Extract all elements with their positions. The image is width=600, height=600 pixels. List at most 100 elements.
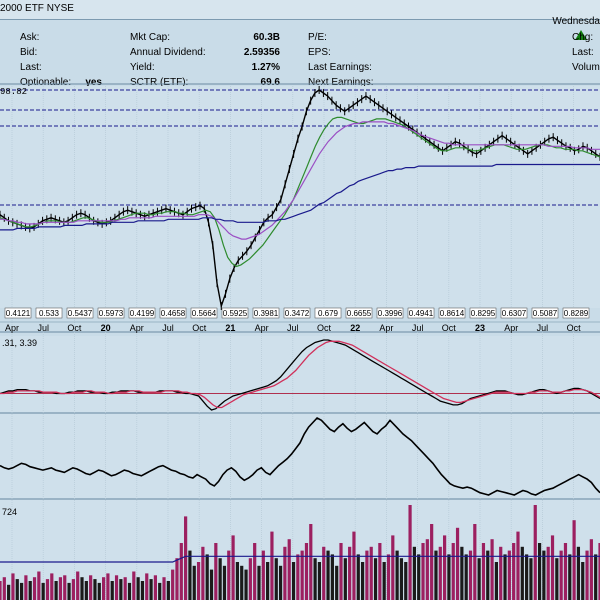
info-label: P/E: <box>308 32 327 43</box>
volume-bar <box>253 543 257 600</box>
volume-bar <box>563 543 568 600</box>
x-tick-label: Jul <box>37 323 49 333</box>
volume-bar <box>274 558 278 600</box>
volume-bar <box>568 554 572 600</box>
x-tick-label: Jul <box>412 323 424 333</box>
volume-bar <box>71 579 75 600</box>
volume-bar <box>32 577 37 600</box>
volume-bar <box>589 539 593 600</box>
volume-bar <box>550 535 555 600</box>
volume-bar <box>490 539 494 600</box>
volume-bar <box>512 543 516 600</box>
volume-bar <box>417 554 421 600</box>
info-label: SCTR (ETF): <box>130 77 189 88</box>
volume-bar <box>291 562 296 600</box>
volume-bar <box>166 581 170 600</box>
volume-bar <box>80 577 84 600</box>
info-row: Yield: 1.27% <box>130 60 280 75</box>
level-label: 98.82 <box>0 87 27 97</box>
info-value: 60.3B <box>253 32 280 43</box>
volume-bar <box>585 550 589 600</box>
dividend-box <box>35 307 63 319</box>
volume-bar <box>149 579 153 600</box>
volume-bar <box>529 558 533 600</box>
volume-bar <box>67 582 71 600</box>
x-tick-label: Oct <box>567 323 582 333</box>
volume-bar <box>581 562 585 600</box>
volume-bar <box>300 550 304 600</box>
volume-bar <box>0 581 2 600</box>
volume-bar <box>145 573 149 600</box>
volume-bar <box>93 579 97 600</box>
volume-bar <box>533 505 537 600</box>
volume-bar <box>179 543 183 600</box>
volume-bar <box>455 527 460 600</box>
volume-bar <box>296 554 300 600</box>
signal-line <box>0 340 600 409</box>
dividend-box <box>469 307 497 319</box>
volume-bar <box>244 569 248 600</box>
volume-bar <box>382 562 386 600</box>
price-line <box>0 89 600 309</box>
dividend-label: 0.5437 <box>68 309 93 318</box>
volume-bar <box>54 581 58 600</box>
volume-bar <box>7 584 11 600</box>
volume-bar <box>101 577 106 600</box>
x-tick-label: Jul <box>162 323 174 333</box>
volume-bar <box>443 535 447 600</box>
x-tick-label: 20 <box>101 323 111 333</box>
info-value: 69.6 <box>260 77 280 88</box>
dividend-box <box>376 307 404 319</box>
volume-bar <box>140 581 145 600</box>
x-tick-label: Oct <box>67 323 82 333</box>
info-label: Bid: <box>20 47 38 58</box>
dividend-label: 0.5973 <box>99 309 124 318</box>
info-row: Ask: <box>20 30 102 45</box>
dividend-box <box>438 307 466 319</box>
volume-bar <box>196 562 201 600</box>
volume-bar <box>89 575 93 600</box>
volume-bar <box>235 562 240 600</box>
x-tick-label: Apr <box>255 323 269 333</box>
volume-bar <box>386 554 391 600</box>
volume-bar <box>594 554 598 600</box>
volume-bar <box>257 565 261 600</box>
volume-bar <box>520 546 524 600</box>
volume-bar <box>468 550 473 600</box>
info-label: Mkt Cap: <box>130 32 171 43</box>
info-label: Annual Dividend: <box>130 47 206 58</box>
dividend-box <box>252 307 280 319</box>
volume-bar <box>188 550 192 600</box>
volume-bar <box>283 546 287 600</box>
info-row: Volum <box>572 60 600 75</box>
chart-title: 2000 ETF NYSE <box>0 3 74 14</box>
volume-bar <box>473 524 477 600</box>
info-label: EPS: <box>308 47 331 58</box>
info-row: Annual Dividend: 2.59356 <box>130 45 280 60</box>
volume-bar <box>537 543 542 600</box>
volume-bar <box>430 524 434 600</box>
x-tick-label: Apr <box>504 323 518 333</box>
dividend-label: 0.3996 <box>378 309 403 318</box>
volume-bar <box>438 546 442 600</box>
macd-label: .31, 3.39 <box>2 338 37 348</box>
dividend-label: 0.8289 <box>564 309 589 318</box>
volume-average-line <box>0 555 600 563</box>
info-row: Last: <box>20 60 102 75</box>
info-value: 1.27% <box>251 62 280 73</box>
volume-bar <box>106 573 110 600</box>
dividend-label: 0.4941 <box>409 309 434 318</box>
info-row: Last Earnings: <box>308 60 448 75</box>
volume-bar <box>412 546 416 600</box>
volume-bar <box>360 562 365 600</box>
info-label: Volum <box>572 62 600 73</box>
info-row: Mkt Cap: 60.3B <box>130 30 280 45</box>
dividend-label: 0.5925 <box>223 309 248 318</box>
quote-info-col4: Chg: Last: Volum <box>572 30 600 75</box>
volume-bar <box>84 581 88 600</box>
volume-bar <box>421 543 425 600</box>
volume-bar <box>576 546 581 600</box>
dividend-box <box>531 307 559 319</box>
volume-bar <box>58 577 63 600</box>
